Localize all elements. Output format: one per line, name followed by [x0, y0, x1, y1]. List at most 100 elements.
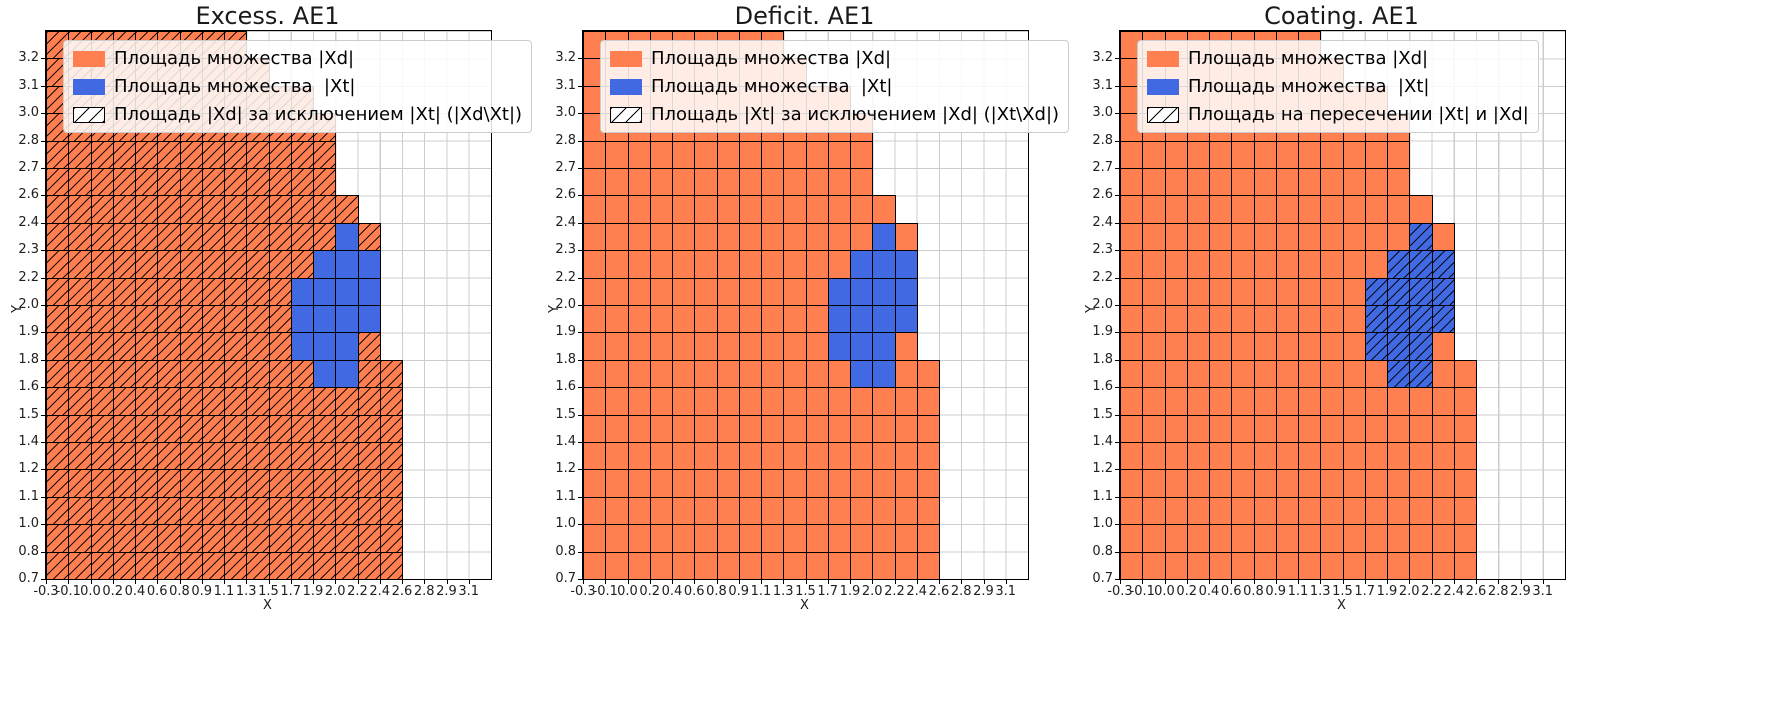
x-tick-mark: [605, 580, 607, 584]
xd-cell: [672, 551, 696, 580]
xt-cell: [850, 305, 874, 334]
xd-cell: [1387, 551, 1411, 580]
xd-cell: [872, 551, 896, 580]
xd-cell: [1231, 222, 1255, 252]
xt-cell: [1364, 277, 1388, 306]
legend-item: Площадь |Xt| за исключением |Xd| (|Xt\Xd…: [610, 104, 1059, 125]
xd-cell: [1275, 195, 1299, 224]
xd-cell: [90, 387, 114, 416]
xd-cell: [1453, 359, 1477, 389]
xd-cell: [649, 250, 673, 279]
xd-cell: [179, 222, 203, 252]
xd-cell: [1364, 551, 1388, 580]
plot-area: Площадь множества |Xd| Площадь множества …: [555, 30, 1070, 599]
xd-cell: [605, 222, 629, 252]
xd-cell: [649, 469, 673, 498]
xd-cell: [1431, 332, 1455, 361]
xd-cell: [605, 305, 629, 334]
y-tick-label: 0.8: [555, 543, 576, 559]
xd-cell: [68, 387, 92, 416]
xd-cell: [90, 277, 114, 306]
y-tick-mark: [41, 85, 45, 87]
xd-cell: [246, 442, 270, 471]
xd-cell: [313, 414, 337, 443]
xd-cell: [605, 469, 629, 498]
xd-cell: [1186, 524, 1210, 553]
xd-cell: [1298, 387, 1322, 416]
xd-cell: [313, 387, 337, 416]
x-tick-mark: [179, 580, 181, 584]
xd-cell: [379, 496, 403, 526]
xd-cell: [761, 332, 785, 361]
xd-cell: [1320, 359, 1344, 389]
xd-cell: [313, 168, 337, 197]
x-tick-label: 0.4: [1198, 584, 1220, 599]
x-tick-mark: [894, 580, 896, 584]
xd-cell: [357, 332, 381, 361]
xd-cell: [805, 551, 829, 580]
legend-swatch-hatch: [1147, 106, 1179, 123]
y-tick-mark: [41, 469, 45, 471]
x-tick-mark: [468, 580, 470, 584]
y-tick-mark: [41, 332, 45, 334]
xd-cell: [1209, 469, 1233, 498]
xd-cell: [783, 332, 807, 361]
xd-cell: [1364, 222, 1388, 252]
xd-cell: [738, 305, 762, 334]
xt-cell: [290, 277, 314, 306]
x-tick-mark: [1409, 580, 1411, 584]
xd-cell: [1231, 305, 1255, 334]
xd-cell: [1453, 496, 1477, 526]
xd-cell: [90, 305, 114, 334]
xd-cell: [1387, 222, 1411, 252]
x-tick-mark: [1231, 580, 1233, 584]
xd-cell: [627, 414, 651, 443]
xd-cell: [379, 387, 403, 416]
xd-cell: [805, 414, 829, 443]
xd-cell: [313, 195, 337, 224]
x-tick-label: 0.8: [169, 584, 190, 599]
x-tick-mark: [46, 580, 47, 584]
xt-cell: [894, 305, 918, 334]
x-tick-label: 0.2: [639, 584, 661, 599]
xd-cell: [135, 551, 159, 580]
y-tick-mark: [578, 332, 582, 334]
xd-cell: [1186, 305, 1210, 334]
x-tick-label: 1.5: [258, 584, 279, 599]
x-tick-label: 0.4: [661, 584, 683, 599]
xd-cell: [68, 140, 92, 169]
x-tick-mark: [1209, 580, 1210, 584]
x-tick-label: -0.1: [1129, 584, 1155, 599]
xd-cell: [46, 305, 70, 334]
x-tick-mark: [672, 580, 673, 584]
xd-cell: [627, 496, 651, 526]
xd-cell: [783, 524, 807, 553]
xd-cell: [246, 305, 270, 334]
xd-cell: [627, 222, 651, 252]
xd-cell: [761, 442, 785, 471]
xd-cell: [1275, 332, 1299, 361]
xd-cell: [1409, 195, 1433, 224]
xd-cell: [894, 332, 918, 361]
y-tick-label: 3.2: [555, 50, 576, 66]
xd-cell: [1164, 524, 1188, 553]
xd-cell: [224, 496, 248, 526]
xd-cell: [738, 195, 762, 224]
xd-cell: [290, 222, 314, 252]
y-tick-mark: [1115, 250, 1119, 252]
xt-cell: [290, 332, 314, 361]
xd-cell: [894, 359, 918, 389]
xd-cell: [605, 277, 629, 306]
xd-cell: [1164, 442, 1188, 471]
xt-cell: [1364, 332, 1388, 361]
xd-cell: [1320, 168, 1344, 197]
xd-cell: [583, 469, 607, 498]
xt-cell: [357, 277, 381, 306]
xt-cell: [1409, 277, 1433, 306]
xt-cell: [1409, 359, 1433, 389]
xt-cell: [872, 332, 896, 361]
xd-cell: [738, 524, 762, 553]
legend-swatch-hatch: [610, 106, 642, 123]
xd-cell: [761, 414, 785, 443]
xd-cell: [872, 496, 896, 526]
